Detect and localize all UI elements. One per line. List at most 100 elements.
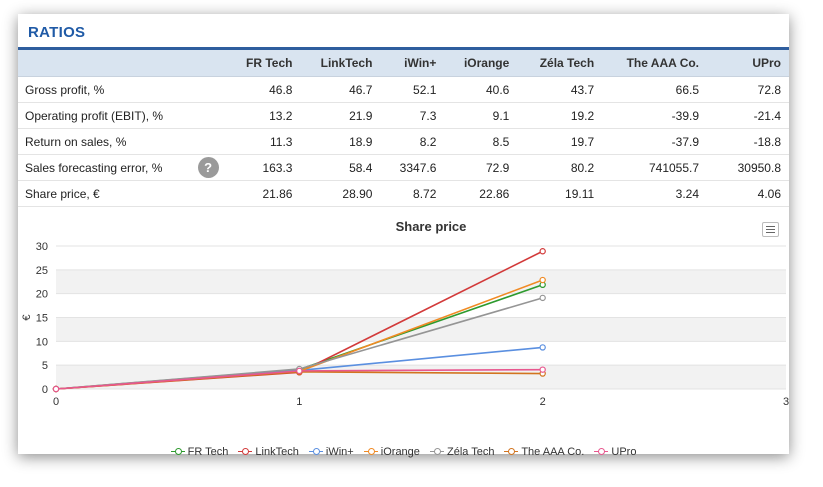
legend-marker-icon xyxy=(504,448,519,456)
row-label: Return on sales, % xyxy=(18,128,198,155)
legend-item[interactable]: iWin+ xyxy=(308,446,354,458)
ratios-table: FR Tech LinkTech iWin+ iOrange Zéla Tech… xyxy=(18,50,789,207)
table-row: Sales forecasting error, % ? 163.3 58.4 … xyxy=(18,154,789,181)
chart-canvas: Share price €0 5 10 15 20 25 30 0 1 2 3 xyxy=(21,219,789,408)
table-cell: 22.86 xyxy=(444,180,518,207)
help-cell xyxy=(197,102,219,129)
table-header-row: FR Tech LinkTech iWin+ iOrange Zéla Tech… xyxy=(18,50,789,77)
data-point[interactable] xyxy=(539,294,546,302)
y-tick-label: 15 xyxy=(36,313,48,325)
y-tick-label: 30 xyxy=(36,241,48,253)
table-cell: 80.2 xyxy=(517,154,603,181)
table-cell: 46.7 xyxy=(300,76,381,103)
help-cell xyxy=(197,180,219,207)
table-cell: -18.8 xyxy=(707,128,789,155)
legend-label: LinkTech xyxy=(252,446,299,458)
column-header[interactable]: FR Tech xyxy=(218,50,301,77)
legend-item[interactable]: LinkTech xyxy=(238,446,299,458)
legend-item[interactable]: iOrange xyxy=(363,446,420,458)
legend-item[interactable]: UPro xyxy=(594,446,636,458)
row-label: Sales forecasting error, % xyxy=(18,154,198,181)
x-tick-label: 2 xyxy=(540,396,546,408)
legend-label: FR Tech xyxy=(184,446,229,458)
table-cell: 3347.6 xyxy=(380,154,445,181)
legend-item[interactable]: FR Tech xyxy=(170,446,229,458)
table-cell: 28.90 xyxy=(300,180,381,207)
table-cell: 9.1 xyxy=(444,102,518,129)
table-cell: 52.1 xyxy=(380,76,445,103)
legend-label: The AAA Co. xyxy=(518,446,585,458)
plot-band xyxy=(56,317,786,342)
chart-title: Share price xyxy=(396,219,467,234)
column-header[interactable]: iWin+ xyxy=(380,50,445,77)
table-cell: 741055.7 xyxy=(602,154,708,181)
x-tick-label: 1 xyxy=(296,396,302,408)
table-cell: 21.9 xyxy=(300,102,381,129)
table-row: Share price, € 21.86 28.90 8.72 22.86 19… xyxy=(18,180,789,207)
table-cell: 66.5 xyxy=(602,76,708,103)
title-divider xyxy=(18,47,789,50)
table-cell: 72.9 xyxy=(444,154,518,181)
data-point[interactable] xyxy=(539,248,546,255)
legend-marker-icon xyxy=(429,448,444,456)
legend-item[interactable]: Zéla Tech xyxy=(429,446,495,458)
table-cell: -39.9 xyxy=(602,102,708,129)
table-cell: 18.9 xyxy=(300,128,381,155)
table-cell: 3.24 xyxy=(602,180,708,207)
table-cell: 4.06 xyxy=(707,180,789,207)
data-point[interactable] xyxy=(539,276,546,284)
table-cell: 19.11 xyxy=(517,180,603,207)
table-cell: 58.4 xyxy=(300,154,381,181)
column-header[interactable]: UPro xyxy=(707,50,789,77)
row-label: Operating profit (EBIT), % xyxy=(18,102,198,129)
table-cell: 8.5 xyxy=(444,128,518,155)
y-tick-label: 0 xyxy=(42,384,48,396)
table-cell: 19.2 xyxy=(517,102,603,129)
header-label-cell xyxy=(18,50,198,77)
column-header[interactable]: iOrange xyxy=(444,50,518,77)
y-tick-label: 5 xyxy=(42,360,48,372)
legend-label: iWin+ xyxy=(322,446,354,458)
table-cell: -21.4 xyxy=(707,102,789,129)
legend-marker-icon xyxy=(363,448,378,456)
column-header[interactable]: LinkTech xyxy=(300,50,381,77)
table-row: Operating profit (EBIT), % 13.2 21.9 7.3… xyxy=(18,102,789,129)
y-tick-label: 20 xyxy=(36,289,48,301)
share-price-chart: Share price €0 5 10 15 20 25 30 0 1 2 3 FR Tech Lin… xyxy=(18,214,789,458)
table-row: Gross profit, % 46.8 46.7 52.1 40.6 43.7… xyxy=(18,76,789,103)
y-axis-label: € xyxy=(21,314,33,320)
table-cell: 8.2 xyxy=(380,128,445,155)
table-cell: -37.9 xyxy=(602,128,708,155)
legend-marker-icon xyxy=(308,448,323,456)
legend-item[interactable]: The AAA Co. xyxy=(504,446,584,458)
header-help-cell xyxy=(197,50,219,77)
help-icon[interactable]: ? xyxy=(197,157,219,178)
plot-band xyxy=(56,269,786,294)
hamburger-menu-icon[interactable] xyxy=(762,222,779,237)
data-point[interactable] xyxy=(52,385,60,393)
legend-label: Zéla Tech xyxy=(443,446,495,458)
row-label: Share price, € xyxy=(18,180,198,207)
legend-label: UPro xyxy=(608,446,637,458)
column-header[interactable]: Zéla Tech xyxy=(517,50,603,77)
help-cell xyxy=(197,128,219,155)
table-cell: 163.3 xyxy=(218,154,301,181)
table-cell: 7.3 xyxy=(380,102,445,129)
plot-band xyxy=(56,365,786,389)
legend-marker-icon xyxy=(238,448,253,456)
column-header[interactable]: The AAA Co. xyxy=(602,50,708,77)
table-cell: 40.6 xyxy=(444,76,518,103)
y-tick-label: 25 xyxy=(36,265,48,277)
table-cell: 30950.8 xyxy=(707,154,789,181)
ratios-panel: RATIOS FR Tech LinkTech iWin+ iOrange Zé… xyxy=(18,14,789,458)
y-tick-label: 10 xyxy=(36,336,48,348)
data-point[interactable] xyxy=(296,367,303,375)
table-cell: 43.7 xyxy=(517,76,603,103)
data-point[interactable] xyxy=(539,344,546,351)
data-point[interactable] xyxy=(539,366,546,373)
table-cell: 21.86 xyxy=(218,180,301,207)
table-cell: 13.2 xyxy=(218,102,301,129)
table-cell: 8.72 xyxy=(380,180,445,207)
table-cell: 19.7 xyxy=(517,128,603,155)
table-cell: 11.3 xyxy=(218,128,301,155)
